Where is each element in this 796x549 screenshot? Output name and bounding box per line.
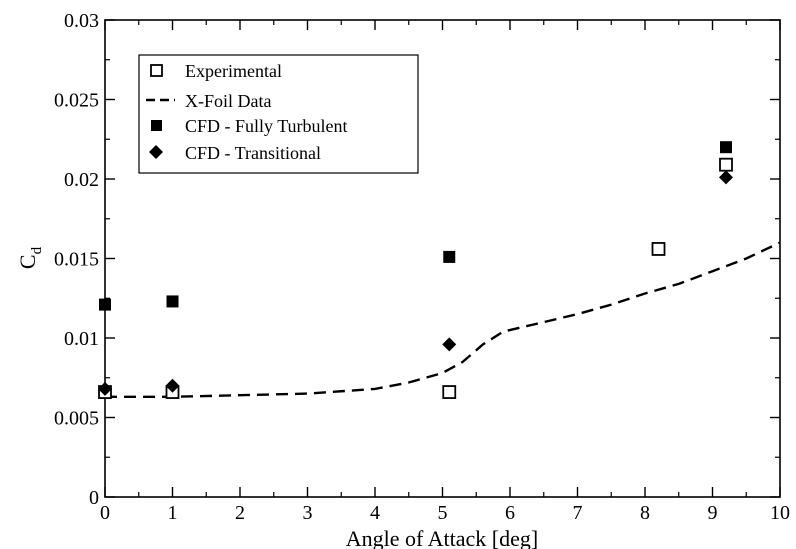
legend-marker-cfd-transitional — [149, 145, 163, 159]
series-line-xfoil — [105, 241, 781, 398]
data-markers — [98, 141, 733, 399]
legend-box — [138, 54, 419, 174]
experimental-point — [651, 242, 666, 256]
x-axis-title: Angle of Attack [deg] — [346, 526, 538, 549]
legend-label-experimental: Experimental — [185, 61, 282, 81]
cfd-turbulent-point — [443, 250, 456, 263]
cfd-transitional-point — [98, 381, 112, 396]
legend: Experimental X-Foil Data CFD - Fully Tur… — [138, 54, 419, 174]
x-tick-label: 3 — [303, 502, 313, 524]
cfd-turbulent-point — [99, 298, 111, 311]
legend-marker-experimental — [150, 64, 163, 77]
y-tick-label: 0.02 — [64, 169, 99, 191]
x-tick-label: 5 — [438, 502, 448, 524]
x-tick-label: 2 — [235, 502, 245, 524]
axis-ticks — [104, 19, 781, 498]
y-tick-label: 0.005 — [54, 408, 99, 430]
cfd-turbulent-point — [166, 295, 179, 308]
cfd-transitional-point — [719, 170, 733, 185]
experimental-point — [442, 385, 457, 399]
y-axis-title-sub: d — [29, 246, 45, 254]
y-tick-label: 0 — [89, 487, 99, 509]
x-tick-label: 0 — [100, 502, 110, 524]
cfd-turbulent-point — [720, 141, 732, 154]
x-tick-label: 8 — [640, 502, 650, 524]
legend-label-cfd-turbulent: CFD - Fully Turbulent — [185, 116, 348, 136]
cfd-transitional-point — [165, 378, 180, 393]
y-tick-label: 0.025 — [54, 90, 99, 112]
axis-tick-labels: 0 1 2 3 4 5 6 7 8 9 10 0 0.005 0.01 0.015 0.02 0.025 0.03 — [54, 10, 790, 524]
experimental-point — [719, 157, 733, 172]
x-tick-label: 4 — [370, 502, 380, 524]
x-tick-label: 6 — [505, 502, 515, 524]
x-tick-label: 9 — [708, 502, 718, 524]
x-tick-label: 1 — [168, 502, 178, 524]
y-tick-label: 0.01 — [64, 328, 99, 350]
legend-marker-cfd-turbulent — [151, 120, 162, 131]
x-tick-label: 7 — [573, 502, 583, 524]
legend-label-cfd-transitional: CFD - Transitional — [185, 143, 321, 163]
y-tick-label: 0.015 — [54, 249, 99, 271]
y-axis-title-main: C — [15, 254, 40, 269]
y-tick-label: 0.03 — [64, 10, 99, 32]
x-tick-label: 10 — [770, 502, 790, 524]
y-axis-title: Cd — [15, 246, 45, 269]
cfd-transitional-point — [442, 337, 457, 352]
legend-label-xfoil: X-Foil Data — [185, 91, 271, 111]
